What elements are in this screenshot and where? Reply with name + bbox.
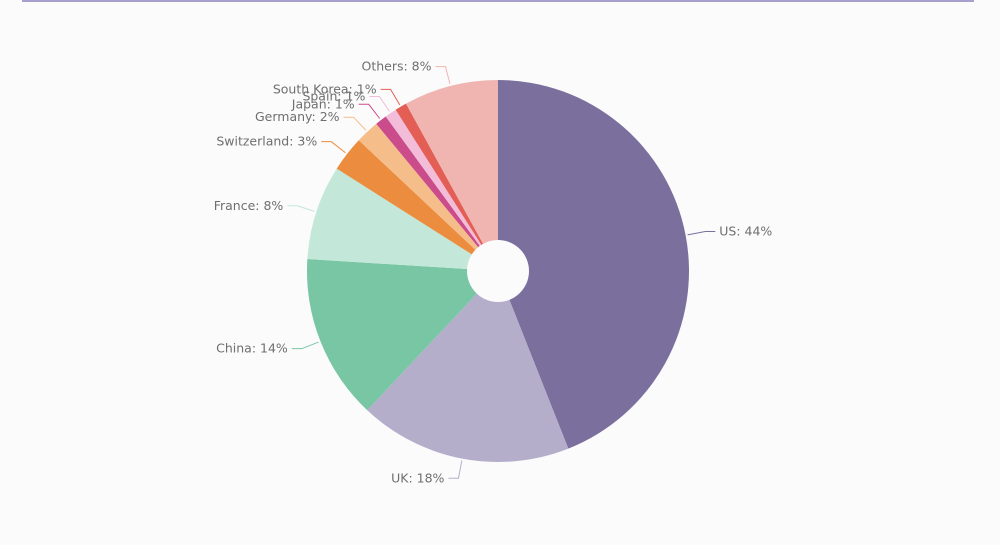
- slice-label-south-korea: South Korea: 1%: [273, 81, 377, 96]
- leader-line-china: [291, 341, 319, 350]
- slice-label-france: France: 8%: [214, 198, 284, 213]
- slice-label-germany: Germany: 2%: [255, 109, 340, 124]
- pie-slice-south-korea: [395, 103, 484, 245]
- pie-slice-china: [307, 259, 477, 411]
- leader-line-uk: [448, 460, 463, 479]
- leader-lines: [287, 66, 716, 479]
- pie-slices: [307, 80, 689, 463]
- pie-slice-japan: [376, 116, 480, 248]
- slice-label-others: Others: 8%: [361, 59, 431, 74]
- slice-label-spain: Spain: 1%: [302, 88, 365, 103]
- leader-line-germany: [343, 116, 367, 131]
- leader-line-france: [287, 205, 315, 212]
- leader-line-us: [687, 230, 716, 236]
- slice-label-china: China: 14%: [216, 341, 288, 356]
- leader-line-south-korea: [380, 88, 401, 106]
- pie-slice-spain: [385, 109, 482, 246]
- top-divider: [22, 0, 974, 2]
- leader-line-switzerland: [321, 141, 346, 154]
- pie-slice-uk: [367, 293, 569, 463]
- pie-slice-us: [498, 80, 689, 449]
- leader-line-spain: [369, 95, 390, 112]
- slice-labels: US: 44% UK: 18% China: 14% France: 8% Switze…: [214, 59, 773, 486]
- slice-label-us: US: 44%: [719, 223, 772, 238]
- slice-label-switzerland: Switzerland: 3%: [216, 134, 317, 149]
- pie-slice-switzerland: [336, 140, 476, 255]
- pie-slice-germany: [358, 123, 479, 250]
- slice-label-japan: Japan: 1%: [291, 96, 355, 111]
- leader-line-others: [435, 66, 451, 85]
- pie-slice-france: [307, 168, 472, 270]
- leader-line-japan: [358, 103, 381, 119]
- slice-label-uk: UK: 18%: [391, 470, 444, 485]
- pie-slice-others: [405, 80, 498, 244]
